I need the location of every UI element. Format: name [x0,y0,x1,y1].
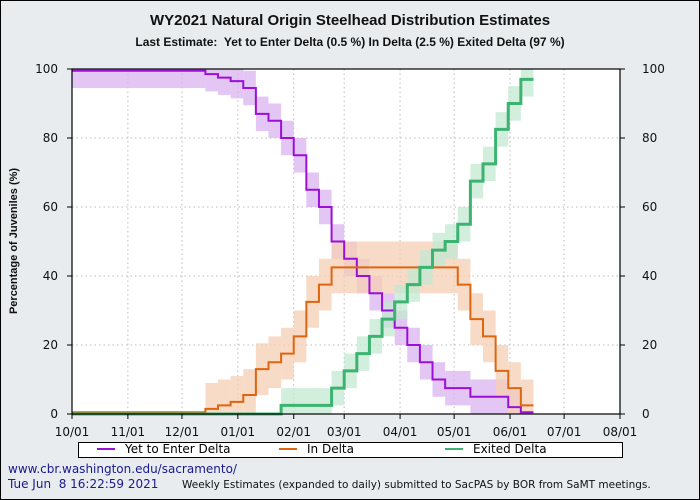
timestamp: Tue Jun 8 16:22:59 2021 [8,477,159,491]
x-tick-label: 10/01 [55,425,90,439]
legend-label: Yet to Enter Delta [125,442,231,456]
legend-item-yet-to-enter: Yet to Enter Delta [97,442,231,456]
y-tick-label: 100 [35,62,58,76]
legend-item-exited: Exited Delta [445,442,547,456]
uncertainty-band [205,69,219,92]
uncertainty-band [218,69,231,95]
x-tick-label: 06/01 [493,425,528,439]
y-tick-label-right: 60 [642,200,657,214]
x-tick-label: 03/01 [327,425,362,439]
uncertainty-band [520,69,534,97]
y-tick-label-right: 40 [642,269,657,283]
uncertainty-band [230,69,244,99]
legend-swatch [445,448,463,450]
y-tick-label-right: 100 [642,62,665,76]
x-tick-label: 05/01 [437,425,472,439]
y-tick-label: 80 [43,131,58,145]
x-tick-label: 04/01 [383,425,418,439]
legend-swatch [279,448,297,450]
x-tick-label: 01/01 [221,425,256,439]
uncertainty-band [281,388,332,414]
footer-note: Weekly Estimates (expanded to daily) sub… [182,479,651,491]
x-tick-label: 08/01 [603,425,638,439]
source-link[interactable]: www.cbr.washington.edu/sacramento/ [8,462,237,476]
uncertainty-band [520,379,534,414]
series-line-in-delta [72,266,534,414]
y-tick-label: 40 [43,269,58,283]
legend-label: Exited Delta [473,442,547,456]
x-tick-label: 12/01 [165,425,200,439]
plot-border [71,68,621,415]
legend-item-in-delta: In Delta [279,442,354,456]
uncertainty-band [218,379,231,414]
y-tick-label-right: 80 [642,131,657,145]
uncertainty-band [230,376,244,414]
legend-swatch [97,448,115,450]
uncertainty-band [243,369,256,414]
y-tick-label: 20 [43,338,58,352]
chart-plot: 10/01 11/01 12/01 01/01 02/01 03/01 04/01 05/01… [8,62,665,439]
y-tick-label: 60 [43,200,58,214]
x-tick-label: 11/01 [111,425,146,439]
legend: Yet to Enter Delta In Delta Exited Delta [78,442,623,458]
chart-subtitle: Last Estimate: Yet to Enter Delta (0.5 %… [135,35,565,49]
y-tick-label-right: 20 [642,338,657,352]
uncertainty-band [205,382,219,414]
y-tick-label: 0 [50,407,58,421]
chart-title: WY2021 Natural Origin Steelhead Distribu… [149,12,551,29]
uncertainty-band [72,69,206,88]
y-axis-label: Percentage of Juveniles (%) [8,168,20,314]
series-line-exited-delta [72,77,534,416]
series-line-yet-to-enter-delta [72,69,534,414]
y-tick-label-right: 0 [642,407,650,421]
x-tick-label: 02/01 [276,425,311,439]
legend-label: In Delta [307,442,354,456]
x-tick-label: 07/01 [547,425,582,439]
